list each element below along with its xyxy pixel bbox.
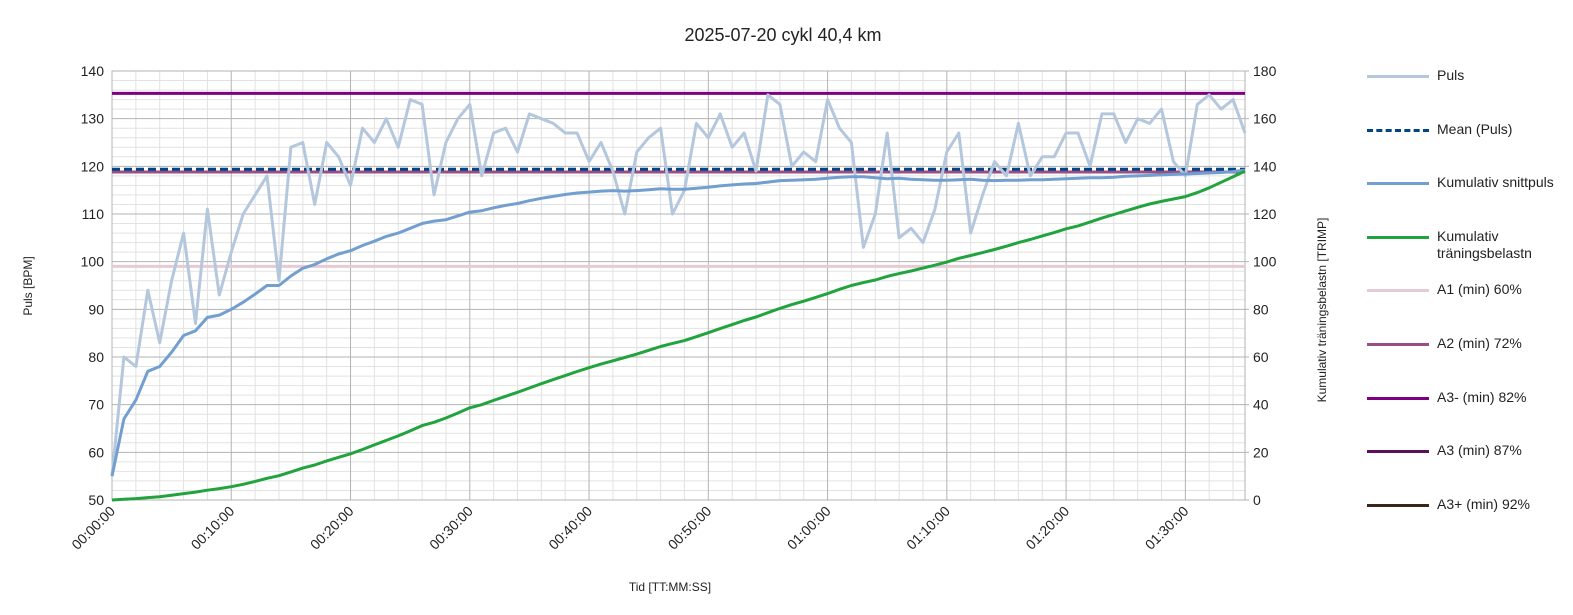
legend-label: Mean (Puls) (1437, 120, 1513, 137)
x-tick-label: 00:50:00 (665, 503, 715, 553)
y-tick-label: 140 (81, 63, 105, 79)
y-tick-label: 50 (88, 492, 104, 508)
y-tick-label: 130 (81, 111, 105, 127)
y2-tick-label: 100 (1253, 254, 1277, 270)
y-tick-label: 70 (88, 397, 104, 413)
plot-frame (111, 70, 1246, 501)
legend-swatch (1367, 128, 1429, 132)
y-axis-label: Puls [BPM] (21, 256, 35, 315)
legend-swatch (1367, 503, 1429, 507)
data-line (111, 169, 1246, 502)
y-tick-label: 90 (88, 301, 104, 317)
legend-swatch (1367, 235, 1429, 239)
legend-label: A3- (min) 82% (1437, 388, 1527, 405)
legend-item: A3+ (min) 92% (1367, 496, 1555, 513)
legend-label: A3+ (min) 92% (1437, 495, 1530, 512)
y-tick-label: 60 (88, 444, 104, 460)
y2-tick-label: 80 (1253, 301, 1269, 317)
legend-label: Kumulativ träningsbelastn (1437, 227, 1532, 261)
x-tick-label: 00:40:00 (545, 503, 595, 553)
y2-tick-label: 180 (1253, 63, 1277, 79)
legend-item: A2 (min) 72% (1367, 335, 1555, 352)
legend-swatch (1367, 343, 1429, 346)
x-tick-label: 00:10:00 (188, 503, 238, 553)
y2-tick-label: 40 (1253, 397, 1269, 413)
x-tick-label: 01:30:00 (1142, 503, 1192, 553)
x-axis-label: Tid [TT:MM:SS] (629, 580, 711, 594)
x-tick-label: 00:00:00 (68, 503, 118, 553)
y2-axis-label: Kumulativ träningsbelastn [TRIMP] (1315, 218, 1329, 403)
x-tick-label: 01:20:00 (1022, 503, 1072, 553)
y2-tick-label: 0 (1253, 492, 1261, 508)
y-tick-label: 120 (81, 158, 105, 174)
legend-swatch (1367, 289, 1429, 293)
legend-item: Puls (1367, 67, 1555, 84)
legend-label: A3 (min) 87% (1437, 442, 1522, 459)
y2-tick-label: 140 (1253, 158, 1277, 174)
x-tick-label: 00:30:00 (426, 503, 476, 553)
x-tick-label: 01:00:00 (784, 503, 834, 553)
x-tick-label: 01:10:00 (903, 503, 953, 553)
y-tick-label: 100 (81, 254, 105, 270)
chart-title: 2025-07-20 cykl 40,4 km (684, 25, 881, 45)
y2-tick-label: 20 (1253, 444, 1269, 460)
legend-item: A1 (min) 60% (1367, 281, 1555, 298)
legend-label: A1 (min) 60% (1437, 281, 1522, 298)
legend-item: Kumulativ träningsbelastn (1367, 228, 1555, 262)
legend-item: A3 (min) 87% (1367, 442, 1555, 459)
legend-label: Puls (1437, 67, 1465, 83)
legend-item: Kumulativ snittpuls (1367, 174, 1555, 191)
y2-tick-label: 60 (1253, 349, 1269, 365)
legend-swatch (1367, 450, 1429, 454)
y-tick-label: 80 (88, 349, 104, 365)
data-line (110, 168, 1246, 477)
y2-tick-label: 120 (1253, 206, 1277, 222)
legend-swatch (1367, 396, 1429, 400)
y-tick-label: 110 (82, 206, 105, 222)
legend-item: A3- (min) 82% (1367, 389, 1555, 406)
legend-swatch (1367, 75, 1429, 78)
legend-item: Mean (Puls) (1367, 121, 1555, 138)
legend-label: A2 (min) 72% (1437, 335, 1522, 351)
y2-tick-label: 160 (1253, 111, 1277, 127)
data-line (110, 93, 1247, 477)
legend-swatch (1367, 182, 1429, 186)
x-tick-label: 00:20:00 (307, 503, 357, 553)
legend-label: Kumulativ snittpuls (1437, 174, 1554, 191)
